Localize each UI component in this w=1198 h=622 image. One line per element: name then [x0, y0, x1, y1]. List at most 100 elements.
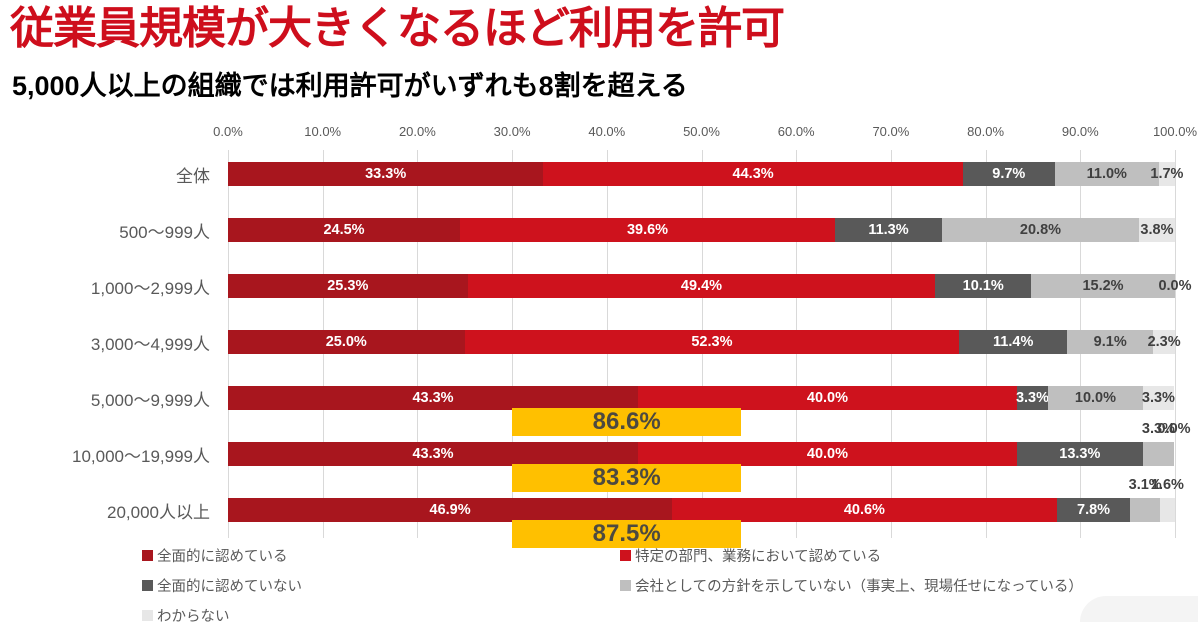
stacked-bar: 25.3% 49.4% 10.1% 15.2% 0.0% — [228, 274, 1192, 298]
x-tick-label: 90.0% — [1061, 124, 1099, 139]
bar-segment: 1.7% — [1150, 162, 1183, 186]
bar-segment: 44.3% — [543, 162, 963, 186]
segment-value-label: 2.3% — [1147, 334, 1181, 350]
bar-segment — [1130, 498, 1160, 522]
bar-segment: 3.8% — [1138, 218, 1175, 242]
stacked-bar: 43.3% 40.0% 3.3% 10.0% 3.3% — [228, 386, 1175, 410]
bar-segment: 9.1% — [1067, 330, 1154, 354]
bar-segment: 25.3% — [228, 274, 468, 298]
x-axis: 0.0% 10.0% 20.0% 30.0% 40.0% 50.0% 60.0% 70.0% 8… — [213, 122, 1197, 146]
page-title: 従業員規模が大きくなるほど利用を許可 — [10, 4, 785, 53]
bar-segment: 43.3% — [228, 442, 639, 466]
legend-item: 会社としての方針を示していない（事実上、現場任せになっている） — [620, 575, 1083, 596]
segment-value-label: 3.3% — [1015, 390, 1049, 406]
bar-segment: 13.3% — [1016, 442, 1143, 466]
segment-value-label: 43.3% — [412, 390, 454, 406]
segment-value-label: 25.0% — [325, 334, 367, 350]
bar-segment: 3.3% — [1141, 386, 1175, 410]
bar-segment — [1142, 442, 1175, 466]
x-tick-label: 20.0% — [398, 124, 436, 139]
segment-value-label: 46.9% — [429, 502, 471, 518]
category-label: 3,000〜4,999人 — [90, 334, 210, 354]
bar-segment: 11.4% — [959, 330, 1068, 354]
plot-area: 全体 33.3% 44.3% 9.7% 11.0% 1.7% 500〜999人 24.5% 39… — [72, 146, 1192, 548]
segment-value-label: 24.5% — [323, 222, 365, 238]
legend-item: 全面的に認めていない — [142, 575, 620, 596]
segment-value-label: 0.0% — [1158, 278, 1192, 294]
segment-value-label: 13.3% — [1059, 446, 1101, 462]
segment-value-label: 15.2% — [1082, 278, 1124, 294]
stacked-bar: 24.5% 39.6% 11.3% 20.8% 3.8% — [228, 218, 1175, 242]
chart-row: 3,000〜4,999人 25.0% 52.3% 11.4% 9.1% 2.3% — [91, 314, 1181, 370]
x-tick-label: 30.0% — [493, 124, 531, 139]
stacked-bar: 33.3% 44.3% 9.7% 11.0% 1.7% — [228, 162, 1183, 186]
segment-value-label: 33.3% — [365, 166, 407, 182]
stacked-bar-chart: 0.0% 10.0% 20.0% 30.0% 40.0% 50.0% 60.0% 70.0% 8… — [72, 122, 1197, 548]
legend-swatch-icon — [142, 580, 153, 591]
x-tick-label: 50.0% — [683, 124, 720, 139]
bar-segment: 10.0% — [1048, 386, 1143, 410]
bar-segment — [1159, 498, 1175, 522]
sum-callout: 87.5% — [512, 520, 742, 548]
chart-row: 10,000〜19,999人 3.3% 0.0% 43.3% 40.0% 13.3% 83.… — [72, 421, 1191, 492]
bar-segment: 33.3% — [228, 162, 544, 186]
bar-segment: 24.5% — [228, 218, 460, 242]
bar-segment: 46.9% — [228, 498, 673, 522]
segment-value-label: 40.6% — [843, 502, 885, 518]
chart-row: 5,000〜9,999人 43.3% 40.0% 3.3% 10.0% 3.3% 86.6% — [91, 370, 1175, 436]
category-label: 5,000〜9,999人 — [90, 390, 210, 410]
bar-segment: 9.7% — [962, 162, 1055, 186]
bar-segment: 40.0% — [638, 442, 1017, 466]
segment-value-label: 11.3% — [868, 222, 909, 238]
chart-row: 全体 33.3% 44.3% 9.7% 11.0% 1.7% — [176, 146, 1183, 202]
category-label: 20,000人以上 — [107, 502, 210, 522]
segment-value-label: 43.3% — [412, 446, 454, 462]
bar-segment: 39.6% — [460, 218, 835, 242]
x-tick-label: 100.0% — [1152, 124, 1198, 139]
bar-segment: 40.0% — [638, 386, 1017, 410]
segment-value-label: 52.3% — [691, 334, 733, 350]
bar-segment: 10.1% — [935, 274, 1032, 298]
segment-value-label: 3.3% — [1141, 390, 1175, 406]
legend-item: わからない — [142, 605, 620, 622]
segment-value-label: 1.7% — [1150, 166, 1184, 182]
bar-segment: 25.0% — [228, 330, 465, 354]
segment-value-label: 20.8% — [1019, 222, 1062, 238]
segment-value-label: 10.1% — [962, 278, 1004, 294]
segment-value-label: 44.3% — [732, 166, 774, 182]
segment-value-label: 11.0% — [1086, 166, 1127, 182]
x-tick-label: 80.0% — [967, 124, 1005, 139]
legend-label: 会社としての方針を示していない（事実上、現場任せになっている） — [635, 579, 1083, 595]
legend-swatch-icon — [620, 580, 631, 591]
segment-value-label: 3.8% — [1140, 222, 1174, 238]
bar-segment: 7.8% — [1056, 498, 1131, 522]
segment-value-label: 1.6% — [1150, 477, 1184, 493]
page-subtitle: 5,000人以上の組織では利用許可がいずれも8割を超える — [12, 71, 688, 101]
stacked-bar: 43.3% 40.0% 13.3% — [228, 442, 1175, 466]
bar-segment: 52.3% — [464, 330, 960, 354]
bar-segment: 40.6% — [672, 498, 1057, 522]
category-label: 500〜999人 — [119, 222, 210, 242]
gridline — [1175, 150, 1176, 538]
segment-value-label: 9.7% — [992, 166, 1026, 182]
x-tick-label: 40.0% — [588, 124, 626, 139]
bar-segment: 43.3% — [228, 386, 639, 410]
legend-label: 全面的に認めていない — [157, 579, 302, 595]
segment-value-label: 11.4% — [993, 334, 1034, 350]
bar-segment: 11.0% — [1054, 162, 1159, 186]
legend-item: 全面的に認めている — [142, 545, 620, 566]
segment-value-label: 7.8% — [1077, 502, 1111, 518]
x-tick-label: 60.0% — [777, 124, 815, 139]
segment-value-label: 3.3% — [1141, 421, 1175, 437]
category-label: 10,000〜19,999人 — [72, 446, 210, 466]
segment-value-label: 3.1% — [1128, 477, 1162, 493]
bar-segment: 3.3% — [1015, 386, 1049, 410]
legend-label: 全面的に認めている — [157, 549, 288, 565]
legend-label: 特定の部門、業務において認めている — [635, 549, 882, 565]
category-label: 1,000〜2,999人 — [90, 278, 210, 298]
watermark — [1080, 596, 1198, 622]
chart-row: 1,000〜2,999人 25.3% 49.4% 10.1% 15.2% 0.0% — [91, 258, 1192, 314]
bar-segment: 11.3% — [835, 218, 942, 242]
legend-swatch-icon — [142, 550, 153, 561]
segment-value-label: 49.4% — [680, 278, 723, 294]
